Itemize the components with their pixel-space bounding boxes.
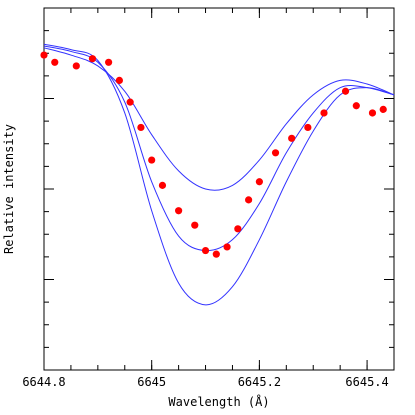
observed-point	[255, 178, 263, 186]
model-curve-2	[43, 45, 395, 252]
observed-point	[352, 102, 360, 110]
observed-point	[148, 156, 156, 164]
observed-point	[191, 221, 199, 229]
observed-point	[304, 123, 312, 132]
x-tick-labels: 6644.8 6645 6645.2 6645.4	[22, 375, 388, 389]
observed-point	[234, 225, 242, 233]
observed-point	[368, 109, 377, 117]
model-curves	[43, 43, 395, 306]
observed-point	[175, 207, 183, 215]
observed-point	[245, 196, 253, 204]
observed-point	[105, 58, 113, 66]
observed-point	[51, 58, 59, 66]
x-axis-label: Wavelength (Å)	[168, 394, 269, 409]
model-curve-3	[43, 43, 395, 306]
x-tick-label: 6645.4	[345, 375, 388, 389]
observed-point	[212, 250, 220, 258]
minor-ticks	[43, 7, 395, 371]
major-ticks	[43, 7, 394, 371]
x-tick-label: 6644.8	[22, 375, 65, 389]
observed-point	[126, 98, 134, 106]
observed-point	[40, 51, 48, 59]
observed-point	[137, 123, 145, 132]
observed-point	[379, 105, 387, 113]
plot-frame	[43, 7, 395, 371]
y-axis-label: Relative intensity	[2, 124, 16, 254]
observed-point	[158, 181, 167, 189]
observed-point	[271, 149, 280, 157]
observed-point	[223, 243, 231, 251]
x-tick-label: 6645.2	[238, 375, 281, 389]
model-curve-1	[43, 47, 395, 191]
observed-point	[72, 62, 80, 70]
observed-point	[88, 55, 97, 63]
observed-point	[320, 109, 328, 117]
x-tick-label: 6645	[137, 375, 166, 389]
observed-point	[341, 87, 350, 95]
observed-points	[40, 51, 387, 258]
observed-point	[115, 76, 123, 84]
observed-point	[288, 134, 296, 142]
observed-point	[201, 246, 210, 255]
